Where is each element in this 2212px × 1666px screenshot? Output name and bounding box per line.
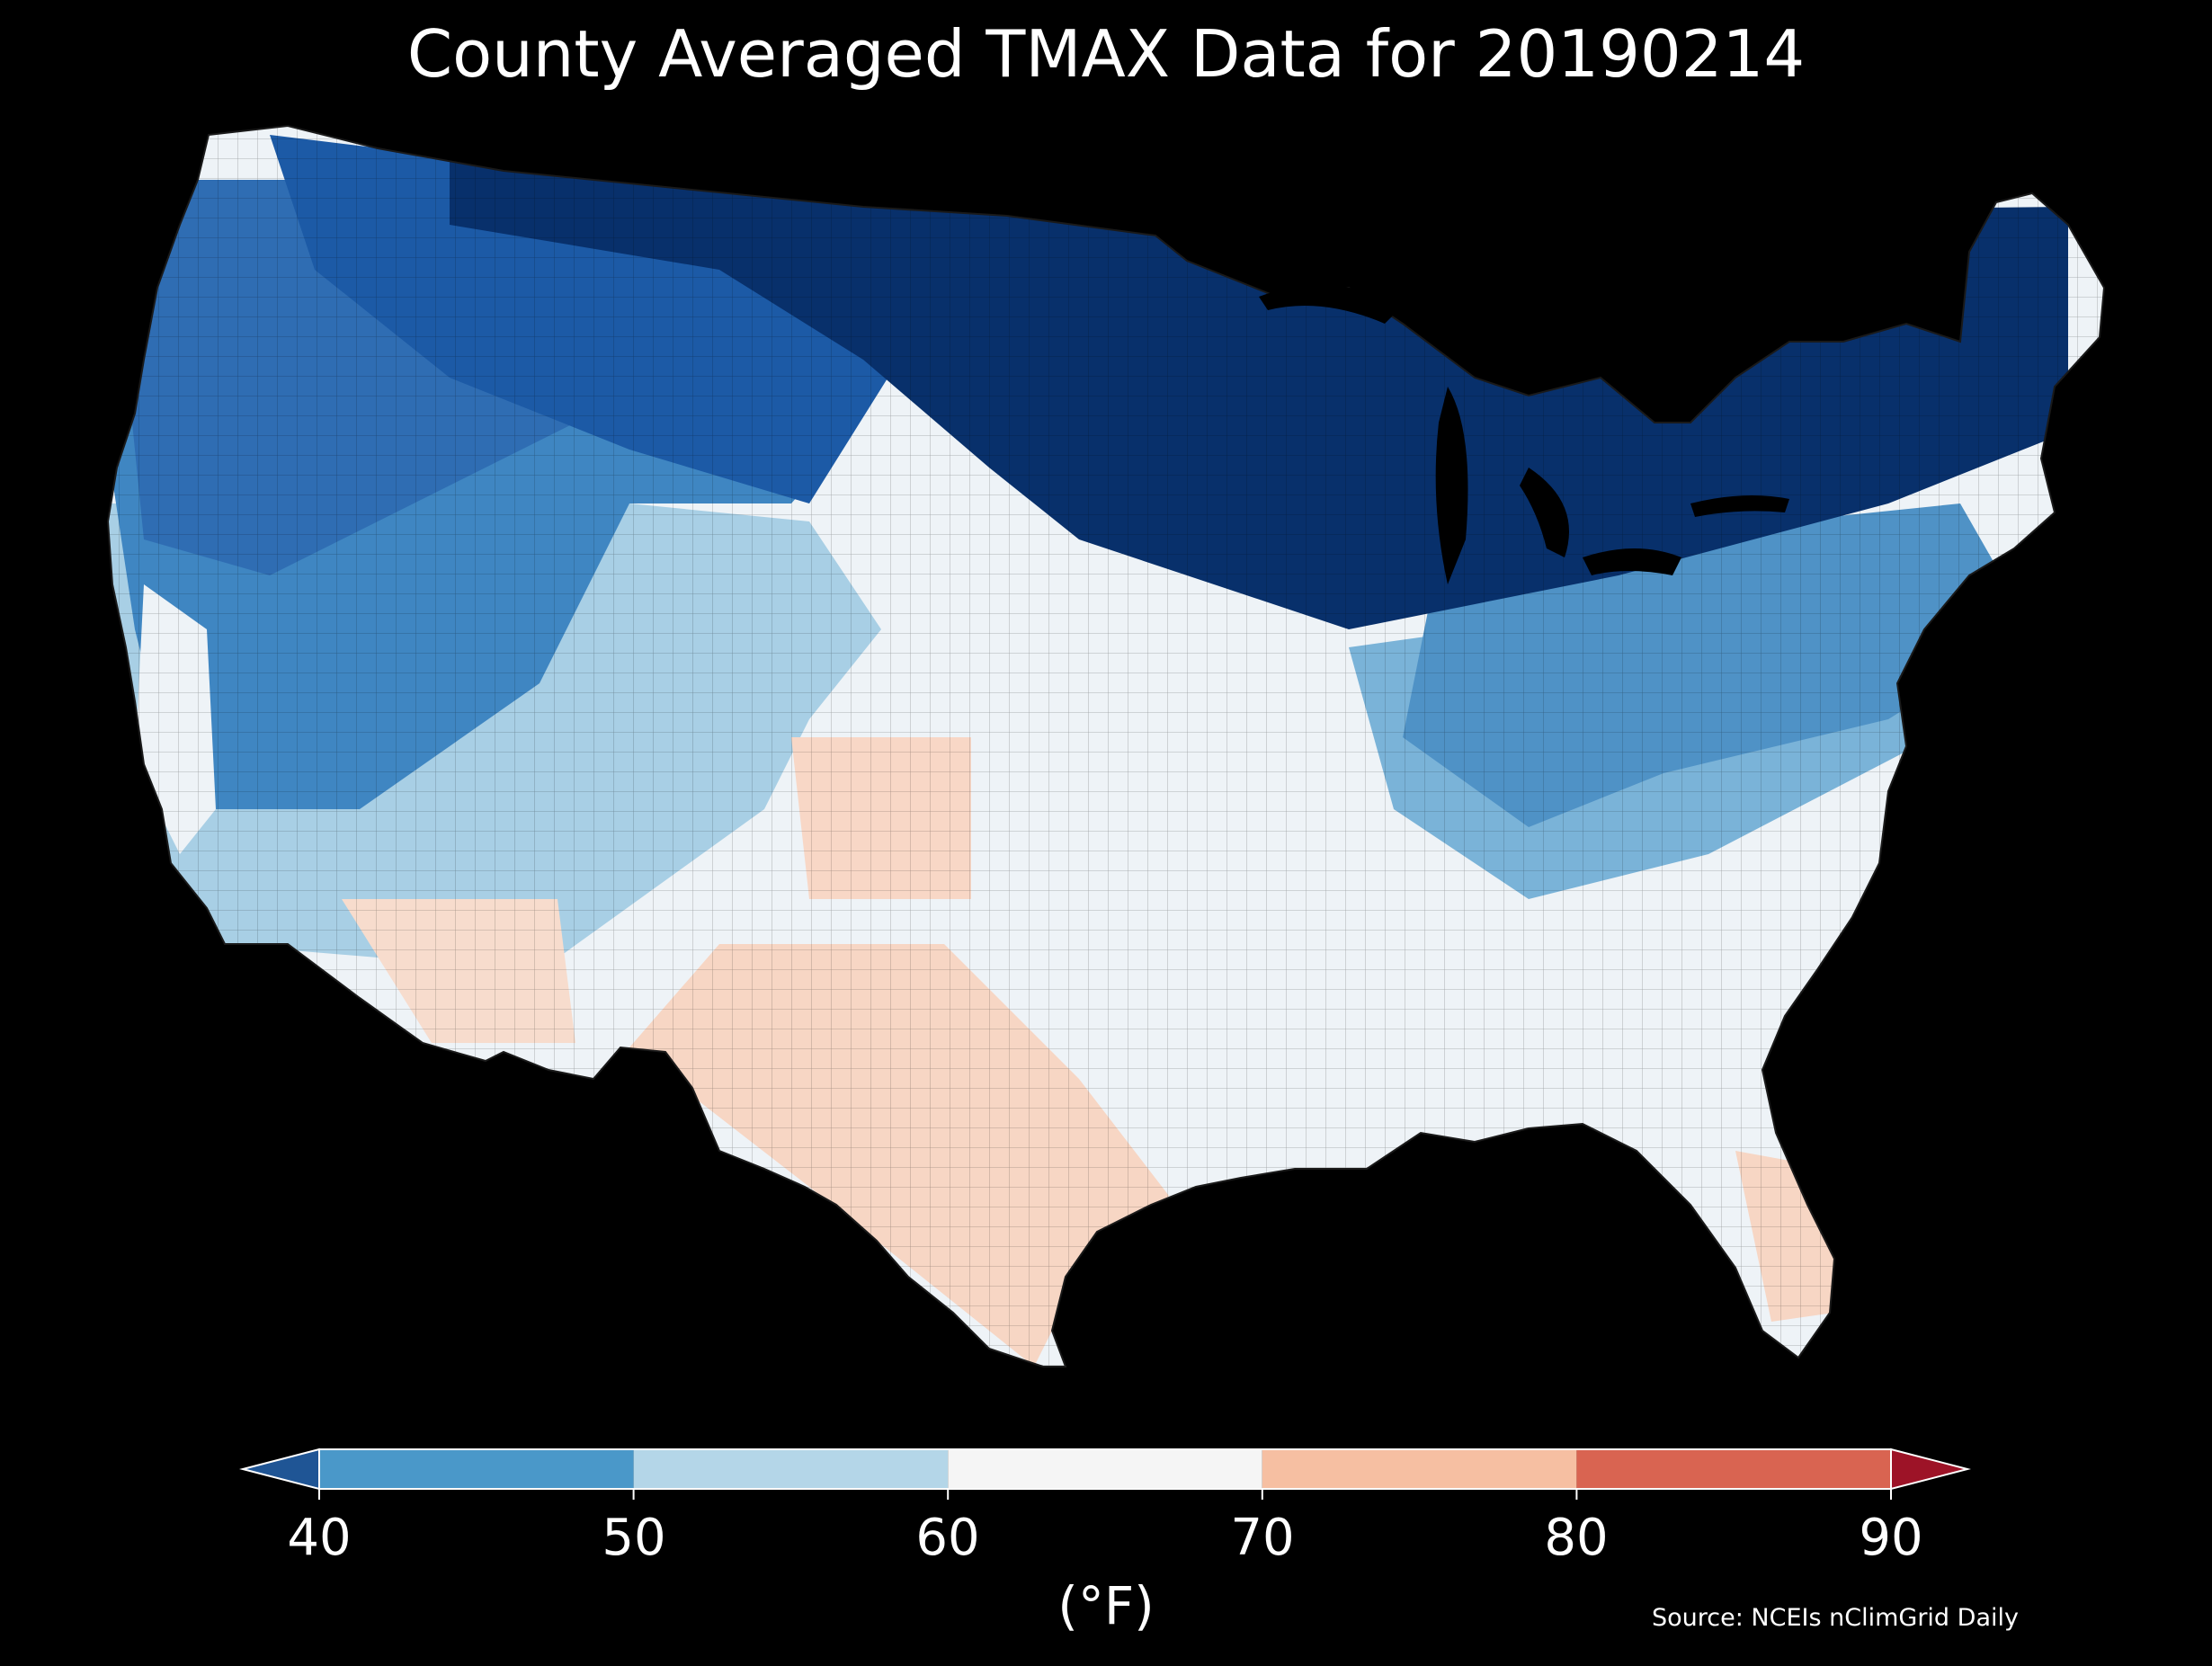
colorbar-tick-label: 90: [1859, 1509, 1923, 1567]
colorbar-tick-label: 50: [602, 1509, 666, 1567]
colorbar-extend-low: [239, 1448, 320, 1491]
source-credit: Source: NCEIs nClimGrid Daily: [1652, 1604, 2019, 1632]
colorbar-bin: [1262, 1449, 1577, 1489]
lake-michigan: [1435, 387, 1468, 584]
colorbar-bin: [948, 1449, 1262, 1489]
lake-huron: [1520, 468, 1569, 557]
colorbar-extend-high: [1890, 1448, 1971, 1491]
lake-ontario: [1690, 495, 1789, 517]
colorbar-bin: [1576, 1449, 1891, 1489]
colorbar-frame: [318, 1448, 1892, 1490]
map-title: County Averaged TMAX Data for 20190214: [406, 16, 1806, 92]
lake-superior: [1259, 285, 1403, 324]
colorbar-bin: [633, 1449, 949, 1489]
colorbar-tick-label: 80: [1544, 1509, 1609, 1567]
colorbar-tick-label: 60: [915, 1509, 980, 1567]
colorbar-tick-label: 70: [1230, 1509, 1295, 1567]
lake-erie: [1583, 548, 1681, 575]
colorbar-tick-label: 40: [287, 1509, 352, 1567]
colorbar-bin: [319, 1449, 634, 1489]
colorbar-label: (°F): [1057, 1575, 1155, 1636]
